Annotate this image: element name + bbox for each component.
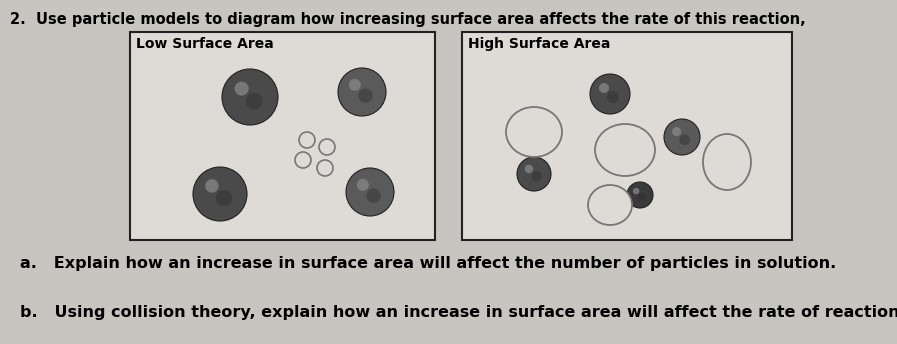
Bar <box>462 32 792 240</box>
Text: 2.  Use particle models to diagram how increasing surface area affects the rate : 2. Use particle models to diagram how in… <box>10 12 806 27</box>
Ellipse shape <box>319 139 335 155</box>
Ellipse shape <box>295 152 311 168</box>
Bar <box>130 32 435 240</box>
Ellipse shape <box>633 188 640 194</box>
Ellipse shape <box>359 88 373 103</box>
Ellipse shape <box>525 165 533 173</box>
Ellipse shape <box>517 157 551 191</box>
Ellipse shape <box>590 74 630 114</box>
Ellipse shape <box>349 79 361 91</box>
Ellipse shape <box>338 68 386 116</box>
Ellipse shape <box>599 83 609 93</box>
Ellipse shape <box>366 189 381 203</box>
Ellipse shape <box>627 182 653 208</box>
Ellipse shape <box>506 107 562 157</box>
Text: b.   Using collision theory, explain how an increase in surface area will affect: b. Using collision theory, explain how a… <box>20 305 897 320</box>
Ellipse shape <box>235 82 248 96</box>
Ellipse shape <box>216 190 232 206</box>
Ellipse shape <box>346 168 394 216</box>
Ellipse shape <box>531 171 542 182</box>
Ellipse shape <box>679 134 690 145</box>
Ellipse shape <box>607 91 619 103</box>
Text: a.   Explain how an increase in surface area will affect the number of particles: a. Explain how an increase in surface ar… <box>20 256 836 271</box>
Ellipse shape <box>357 179 369 191</box>
Ellipse shape <box>588 185 632 225</box>
Ellipse shape <box>205 179 219 193</box>
Text: Low Surface Area: Low Surface Area <box>136 37 274 51</box>
Ellipse shape <box>246 93 263 110</box>
Ellipse shape <box>193 167 247 221</box>
Ellipse shape <box>664 119 700 155</box>
Ellipse shape <box>317 160 333 176</box>
Ellipse shape <box>222 69 278 125</box>
Ellipse shape <box>703 134 751 190</box>
Ellipse shape <box>638 193 646 201</box>
Text: High Surface Area: High Surface Area <box>468 37 610 51</box>
Ellipse shape <box>299 132 315 148</box>
Ellipse shape <box>672 127 681 136</box>
Ellipse shape <box>595 124 655 176</box>
